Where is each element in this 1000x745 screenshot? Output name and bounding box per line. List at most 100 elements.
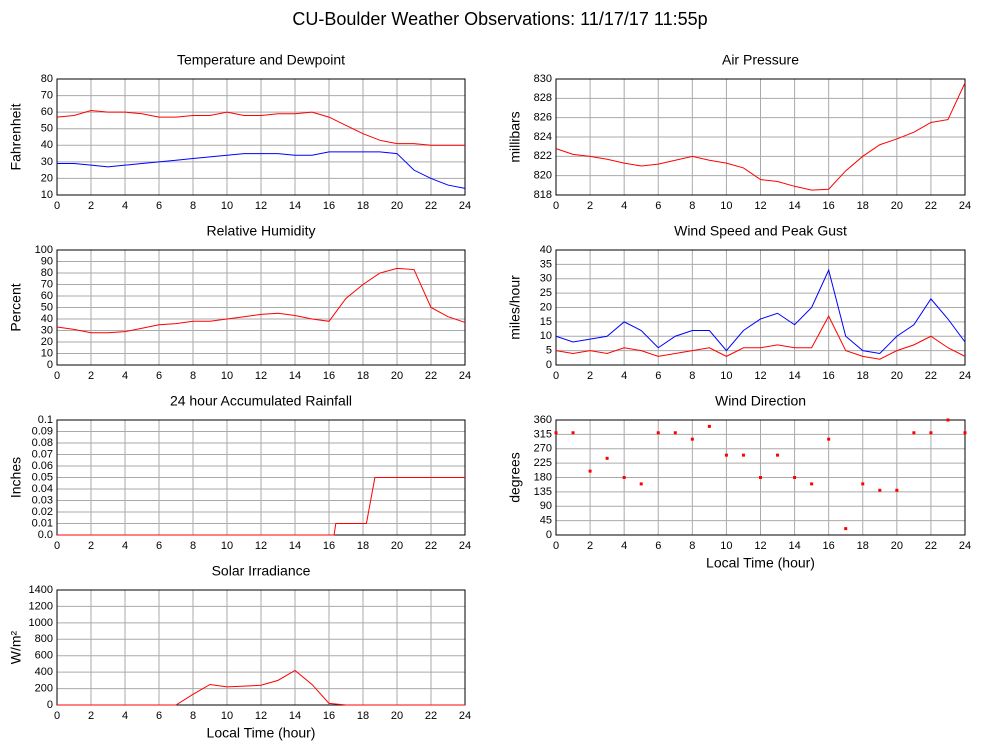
point — [929, 431, 933, 435]
x-tick-label: 16 — [823, 200, 835, 212]
x-tick-label: 10 — [720, 200, 732, 212]
x-tick-label: 2 — [88, 710, 94, 722]
y-tick-label: 0.06 — [32, 460, 53, 472]
y-tick-label: 822 — [534, 150, 552, 162]
chart-title: Wind Speed and Peak Gust — [674, 223, 847, 239]
y-tick-label: 50 — [41, 301, 53, 313]
x-tick-label: 14 — [289, 370, 301, 382]
y-axis-label: Inches — [8, 457, 24, 498]
x-tick-label: 22 — [425, 370, 437, 382]
y-tick-label: 20 — [41, 172, 53, 184]
x-tick-label: 6 — [156, 540, 162, 552]
chart-title: Wind Direction — [715, 393, 806, 409]
x-tick-label: 2 — [88, 200, 94, 212]
y-axis-label: degrees — [507, 452, 523, 503]
y-tick-label: 0.1 — [38, 414, 53, 426]
point — [946, 418, 950, 422]
chart-title: 24 hour Accumulated Rainfall — [170, 393, 352, 409]
x-tick-label: 4 — [122, 540, 128, 552]
plot-frame — [56, 589, 466, 706]
plot-frame — [555, 419, 966, 536]
x-tick-label: 0 — [553, 200, 559, 212]
x-tick-label: 16 — [323, 370, 335, 382]
y-tick-label: 15 — [540, 316, 552, 328]
x-tick-label: 10 — [221, 370, 233, 382]
y-tick-label: 0.0 — [38, 529, 53, 541]
x-tick-label: 22 — [925, 370, 937, 382]
x-tick-label: 12 — [754, 370, 766, 382]
y-tick-label: 800 — [35, 633, 53, 645]
point — [912, 431, 916, 435]
x-tick-label: 4 — [621, 370, 627, 382]
y-tick-label: 60 — [41, 290, 53, 302]
y-tick-label: 826 — [534, 112, 552, 124]
y-tick-label: 824 — [534, 131, 552, 143]
point — [895, 488, 899, 492]
y-tick-label: 135 — [534, 486, 552, 498]
y-tick-label: 45 — [540, 515, 552, 527]
line — [555, 268, 966, 355]
y-axis-label: millibars — [507, 111, 523, 162]
x-tick-label: 12 — [255, 200, 267, 212]
x-tick-label: 18 — [357, 710, 369, 722]
point — [639, 482, 643, 486]
y-tick-label: 10 — [41, 189, 53, 201]
x-tick-label: 10 — [720, 370, 732, 382]
x-tick-label: 6 — [655, 370, 661, 382]
chart-title: Solar Irradiance — [212, 563, 311, 579]
y-tick-label: 0 — [546, 359, 552, 371]
x-tick-label: 14 — [289, 200, 301, 212]
chart-title: Temperature and Dewpoint — [177, 52, 345, 68]
y-tick-label: 828 — [534, 92, 552, 104]
x-tick-label: 2 — [88, 540, 94, 552]
y-tick-label: 60 — [41, 106, 53, 118]
x-tick-label: 20 — [391, 710, 403, 722]
y-tick-label: 80 — [41, 267, 53, 279]
x-tick-label: 2 — [587, 370, 593, 382]
y-axis-label: W/m² — [8, 630, 24, 664]
x-tick-label: 12 — [754, 540, 766, 552]
y-tick-label: 80 — [41, 73, 53, 85]
x-tick-label: 0 — [54, 200, 60, 212]
x-tick-label: 10 — [221, 540, 233, 552]
x-tick-label: 16 — [823, 540, 835, 552]
plot-frame — [56, 249, 466, 366]
x-tick-label: 10 — [221, 710, 233, 722]
point — [810, 482, 814, 486]
line — [57, 151, 466, 189]
x-tick-label: 4 — [122, 200, 128, 212]
y-tick-label: 10 — [41, 347, 53, 359]
x-tick-label: 16 — [823, 370, 835, 382]
y-tick-label: 0.01 — [32, 517, 53, 529]
y-tick-label: 0.02 — [32, 506, 53, 518]
x-tick-label: 24 — [959, 540, 971, 552]
y-tick-label: 225 — [534, 457, 552, 469]
point — [673, 431, 677, 435]
x-tick-label: 8 — [689, 370, 695, 382]
x-tick-label: 14 — [289, 540, 301, 552]
x-tick-label: 2 — [587, 540, 593, 552]
y-tick-label: 90 — [41, 255, 53, 267]
x-tick-label: 16 — [323, 540, 335, 552]
x-tick-label: 4 — [621, 200, 627, 212]
figure-title: CU-Boulder Weather Observations: 11/17/1… — [292, 9, 707, 29]
point — [776, 453, 780, 457]
y-tick-label: 30 — [41, 324, 53, 336]
y-tick-label: 90 — [540, 500, 552, 512]
x-tick-label: 22 — [925, 540, 937, 552]
x-tick-label: 12 — [255, 710, 267, 722]
x-tick-label: 4 — [122, 370, 128, 382]
y-tick-label: 40 — [540, 244, 552, 256]
x-tick-label: 24 — [459, 370, 471, 382]
y-tick-label: 0 — [47, 699, 53, 711]
y-tick-label: 30 — [41, 156, 53, 168]
y-tick-label: 360 — [534, 414, 552, 426]
x-tick-label: 20 — [891, 370, 903, 382]
y-tick-label: 0.07 — [32, 448, 53, 460]
y-tick-label: 315 — [534, 428, 552, 440]
x-tick-label: 18 — [357, 370, 369, 382]
x-tick-label: 4 — [621, 540, 627, 552]
x-tick-label: 4 — [122, 710, 128, 722]
y-tick-label: 200 — [35, 682, 53, 694]
y-tick-label: 1200 — [29, 600, 53, 612]
